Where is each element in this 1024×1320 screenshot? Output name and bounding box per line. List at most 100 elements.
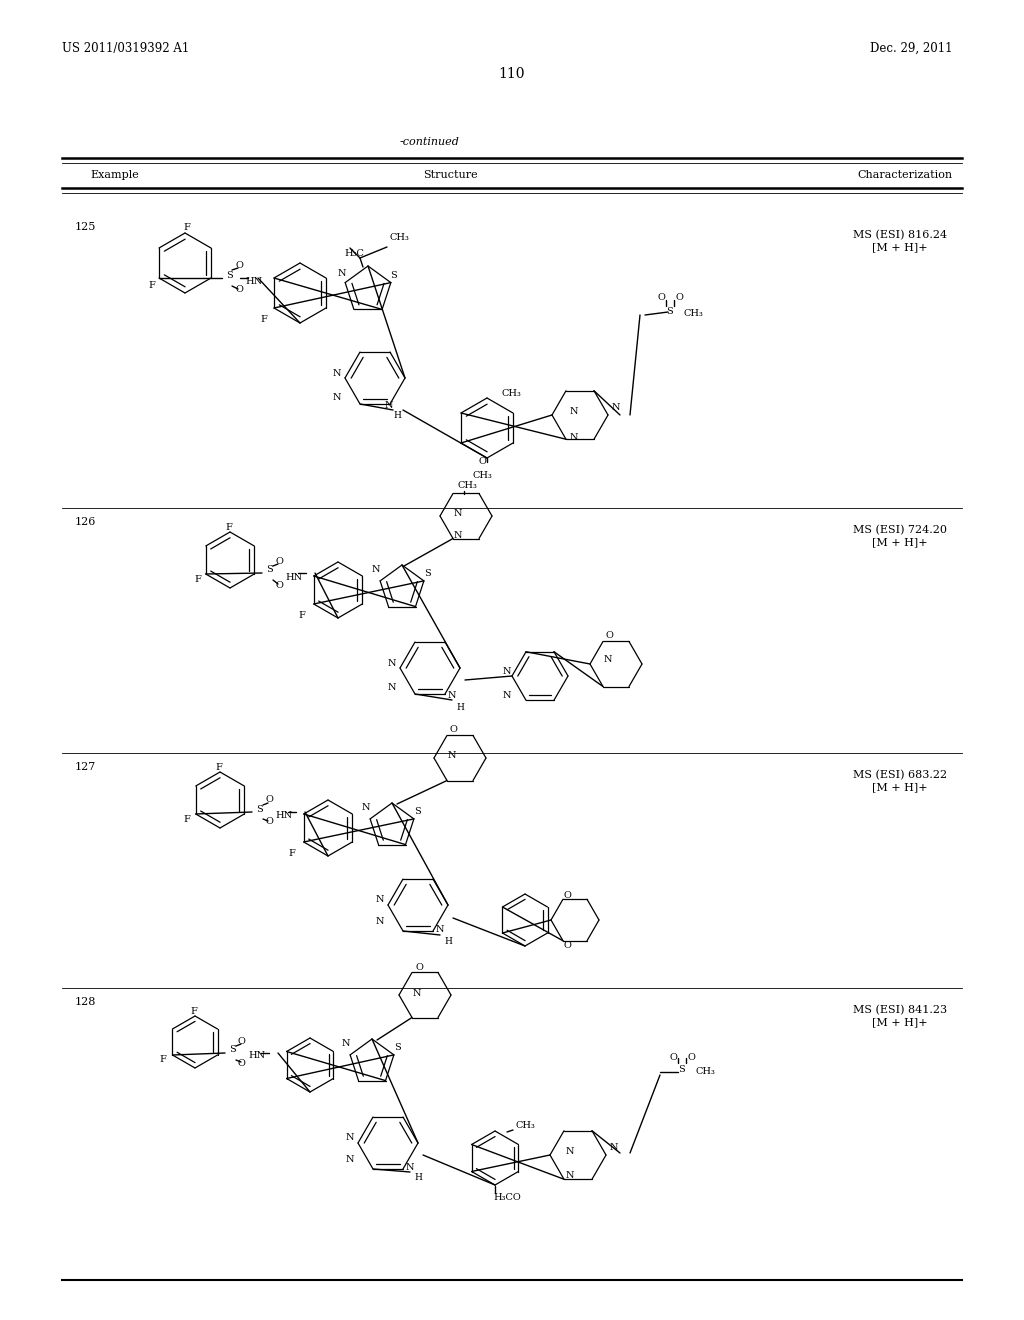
Text: N: N [604,656,612,664]
Text: N: N [503,667,512,676]
Text: S: S [390,271,396,280]
Text: F: F [148,281,155,289]
Text: HN: HN [245,277,262,286]
Text: F: F [298,610,305,619]
Text: O: O [234,285,243,294]
Text: H₃CO: H₃CO [493,1192,521,1201]
Text: H: H [444,936,452,945]
Text: N: N [346,1134,354,1143]
Text: N: N [338,268,346,277]
Text: CH₃: CH₃ [502,388,522,397]
Text: CH₃: CH₃ [390,234,410,243]
Text: 127: 127 [75,762,96,772]
Text: F: F [183,816,189,825]
Text: O: O [658,293,666,302]
Text: O: O [563,891,570,899]
Text: N: N [376,895,384,904]
Text: 110: 110 [499,67,525,81]
Text: HN: HN [248,1052,265,1060]
Text: F: F [183,223,189,232]
Text: S: S [229,1045,236,1055]
Text: N: N [449,751,457,759]
Text: N: N [333,393,341,403]
Text: MS (ESI) 841.23
[M + H]+: MS (ESI) 841.23 [M + H]+ [853,1005,947,1027]
Text: Dec. 29, 2011: Dec. 29, 2011 [870,42,952,55]
Text: S: S [666,306,673,315]
Text: O: O [676,293,684,302]
Text: CH₃: CH₃ [458,482,478,491]
Text: US 2011/0319392 A1: US 2011/0319392 A1 [62,42,189,55]
Text: CH₃: CH₃ [696,1068,716,1077]
Text: O: O [265,796,272,804]
Text: HN: HN [285,573,302,582]
Text: N: N [570,408,579,417]
Text: -continued: -continued [400,137,460,147]
Text: O: O [606,631,613,640]
Text: N: N [454,532,463,540]
Text: O: O [688,1052,696,1061]
Text: O: O [450,726,458,734]
Text: O: O [478,458,486,466]
Text: F: F [190,1006,197,1015]
Text: N: N [372,565,381,574]
Text: 128: 128 [75,997,96,1007]
Text: O: O [275,581,283,590]
Text: N: N [413,989,422,998]
Text: O: O [415,962,423,972]
Text: H: H [414,1173,422,1183]
Text: F: F [288,849,295,858]
Text: CH₃: CH₃ [684,309,703,318]
Text: S: S [414,807,421,816]
Text: S: S [424,569,431,578]
Text: N: N [449,692,457,701]
Text: N: N [385,400,393,409]
Text: H: H [456,702,464,711]
Text: H: H [393,412,400,421]
Text: S: S [678,1065,685,1074]
Text: F: F [225,523,231,532]
Text: O: O [238,1059,246,1068]
Text: S: S [266,565,272,574]
Text: 126: 126 [75,517,96,527]
Text: CH₃: CH₃ [515,1121,535,1130]
Text: N: N [566,1147,574,1156]
Text: N: N [610,1143,618,1152]
Text: N: N [376,917,384,927]
Text: CH₃: CH₃ [472,471,492,480]
Text: N: N [388,659,396,668]
Text: F: F [215,763,222,771]
Text: Characterization: Characterization [857,170,952,180]
Text: F: F [194,576,201,585]
Text: H₃C: H₃C [344,249,364,259]
Text: N: N [503,690,512,700]
Text: N: N [388,684,396,693]
Text: MS (ESI) 724.20
[M + H]+: MS (ESI) 724.20 [M + H]+ [853,525,947,546]
Text: N: N [333,368,341,378]
Text: O: O [265,817,272,826]
Text: N: N [570,433,579,441]
Text: N: N [342,1040,350,1048]
Text: N: N [612,404,621,412]
Text: N: N [566,1171,574,1180]
Text: O: O [275,557,283,565]
Text: HN: HN [275,810,292,820]
Text: O: O [670,1052,678,1061]
Text: N: N [454,508,463,517]
Text: N: N [346,1155,354,1164]
Text: MS (ESI) 683.22
[M + H]+: MS (ESI) 683.22 [M + H]+ [853,770,947,792]
Text: S: S [256,804,263,813]
Text: 125: 125 [75,222,96,232]
Text: S: S [226,271,232,280]
Text: O: O [238,1036,246,1045]
Text: Structure: Structure [423,170,477,180]
Text: N: N [406,1163,415,1172]
Text: O: O [563,940,570,949]
Text: F: F [159,1056,166,1064]
Text: N: N [362,804,371,813]
Text: Example: Example [90,170,138,180]
Text: O: O [234,260,243,269]
Text: F: F [260,315,267,325]
Text: N: N [436,925,444,935]
Text: MS (ESI) 816.24
[M + H]+: MS (ESI) 816.24 [M + H]+ [853,230,947,252]
Text: S: S [394,1043,400,1052]
